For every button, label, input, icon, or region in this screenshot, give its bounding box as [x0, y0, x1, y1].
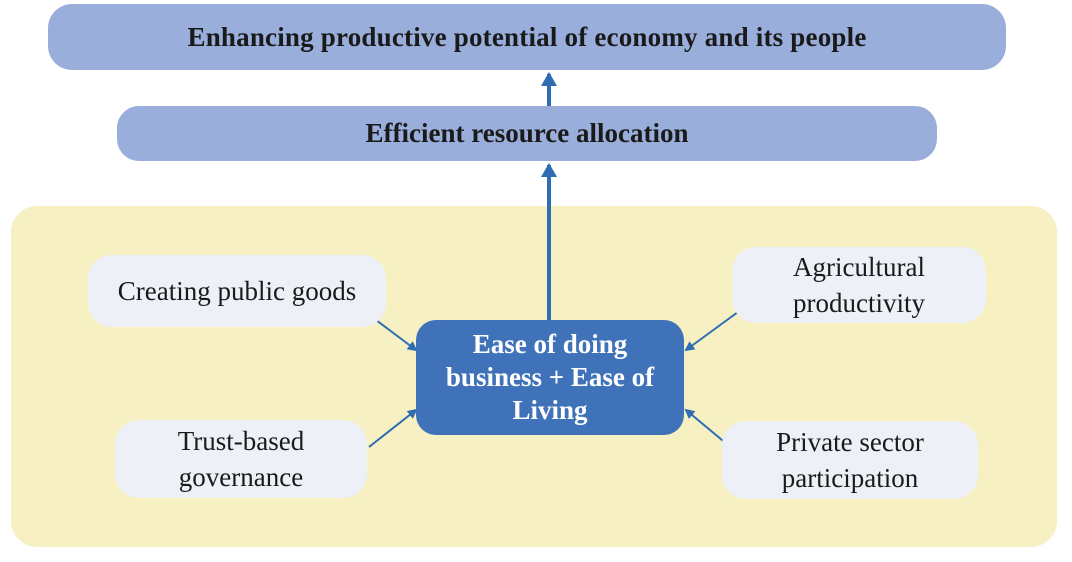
core-box: Ease of doing business + Ease of Living	[416, 320, 684, 435]
arrow-trust-to-core	[368, 408, 418, 448]
driver-private-sector-label: Private sector participation	[776, 427, 924, 493]
top-goal-label: Enhancing productive potential of econom…	[187, 21, 867, 52]
top-goal-box: Enhancing productive potential of econom…	[48, 4, 1006, 70]
core-label: Ease of doing business + Ease of Living	[445, 329, 655, 425]
driver-trust-governance-box: Trust-based governance	[115, 420, 367, 498]
middle-goal-label: Efficient resource allocation	[365, 118, 689, 148]
driver-agricultural-productivity-box: Agricultural productivity	[732, 247, 986, 323]
arrow-agri-to-core	[684, 311, 739, 352]
driver-private-sector-box: Private sector participation	[722, 421, 978, 499]
driver-public-goods-label: Creating public goods	[117, 276, 357, 306]
driver-trust-governance-label: Trust-based governance	[177, 426, 305, 492]
driver-public-goods-box: Creating public goods	[88, 255, 386, 327]
driver-agricultural-productivity-label: Agricultural productivity	[793, 252, 925, 318]
middle-goal-box: Efficient resource allocation	[117, 106, 937, 161]
arrow-public-goods-to-core	[375, 319, 418, 352]
arrow-private-to-core	[684, 408, 729, 446]
